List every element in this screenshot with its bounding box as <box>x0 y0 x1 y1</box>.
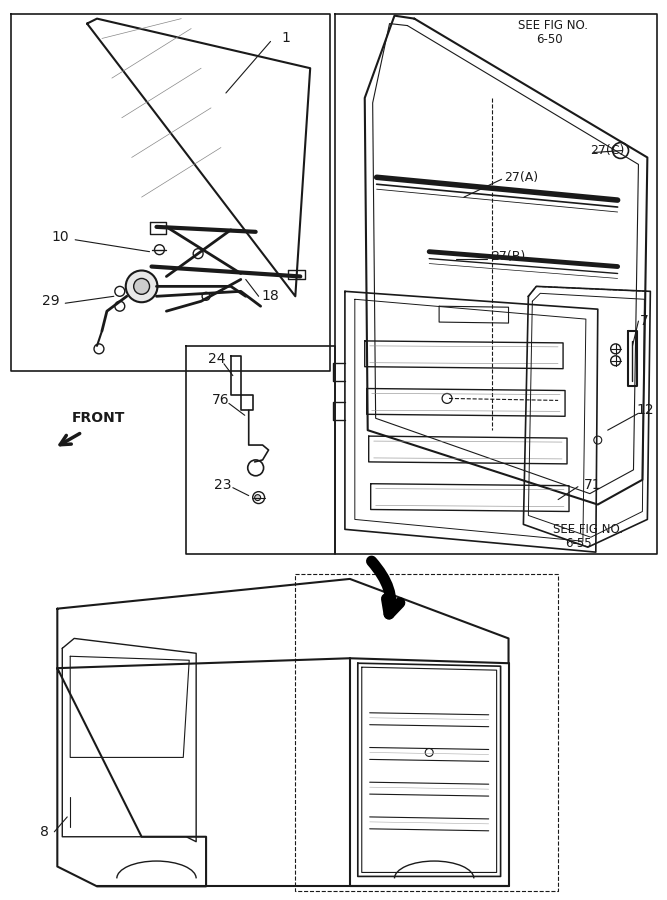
Text: 71: 71 <box>584 478 602 491</box>
Text: 6-50: 6-50 <box>536 33 562 46</box>
Text: SEE FIG NO.: SEE FIG NO. <box>518 19 588 32</box>
Text: 10: 10 <box>51 230 69 244</box>
Circle shape <box>611 344 620 354</box>
Circle shape <box>115 286 125 296</box>
Text: 27(C): 27(C) <box>590 144 625 157</box>
Circle shape <box>611 356 620 365</box>
Circle shape <box>155 245 165 255</box>
Circle shape <box>126 271 157 302</box>
Text: 24: 24 <box>208 352 225 365</box>
Text: 18: 18 <box>261 289 279 303</box>
Text: 27(B): 27(B) <box>492 250 526 263</box>
Text: 27(A): 27(A) <box>504 171 538 184</box>
Circle shape <box>115 302 125 311</box>
Text: FRONT: FRONT <box>72 411 125 426</box>
Text: 12: 12 <box>636 403 654 418</box>
Text: 29: 29 <box>41 294 59 308</box>
Circle shape <box>133 278 149 294</box>
Text: 6-55: 6-55 <box>565 536 591 550</box>
Text: 8: 8 <box>40 824 49 839</box>
Text: 76: 76 <box>212 393 229 408</box>
Text: SEE FIG NO.: SEE FIG NO. <box>553 523 623 536</box>
Text: 23: 23 <box>214 478 231 491</box>
Text: 7: 7 <box>640 314 649 328</box>
Circle shape <box>94 344 104 354</box>
Circle shape <box>255 495 261 500</box>
Text: 1: 1 <box>281 32 290 46</box>
